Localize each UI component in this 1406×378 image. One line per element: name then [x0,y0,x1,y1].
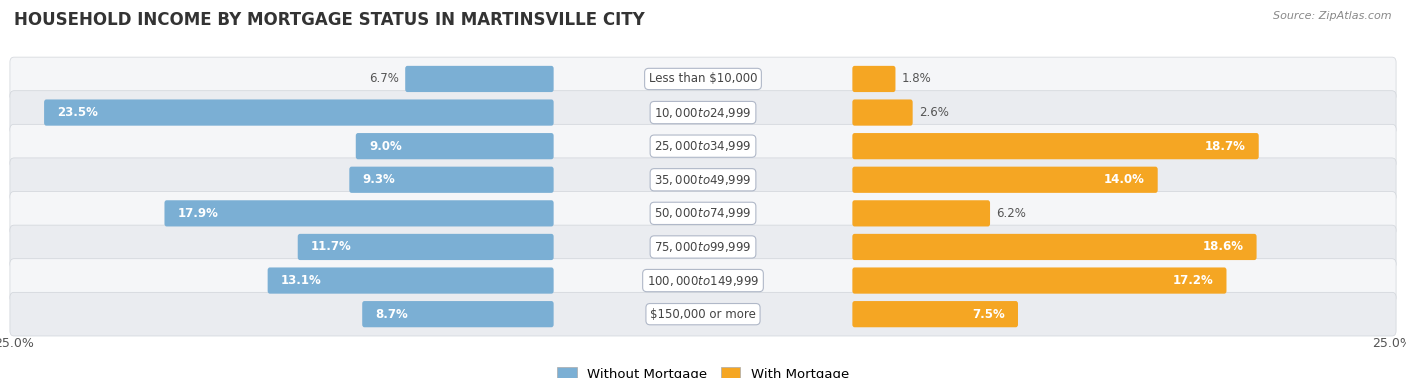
Text: 9.0%: 9.0% [368,139,402,153]
FancyBboxPatch shape [852,99,912,125]
Text: $150,000 or more: $150,000 or more [650,308,756,321]
FancyBboxPatch shape [10,225,1396,269]
FancyBboxPatch shape [852,133,1258,159]
FancyBboxPatch shape [852,66,896,92]
FancyBboxPatch shape [10,292,1396,336]
FancyBboxPatch shape [10,158,1396,201]
FancyBboxPatch shape [10,192,1396,235]
FancyBboxPatch shape [852,301,1018,327]
Text: 2.6%: 2.6% [918,106,949,119]
Text: 11.7%: 11.7% [311,240,352,254]
FancyBboxPatch shape [10,91,1396,135]
Text: 17.2%: 17.2% [1173,274,1213,287]
FancyBboxPatch shape [852,200,990,226]
Text: 17.9%: 17.9% [177,207,218,220]
Text: $75,000 to $99,999: $75,000 to $99,999 [654,240,752,254]
FancyBboxPatch shape [852,268,1226,294]
Text: 1.8%: 1.8% [901,73,931,85]
Text: 18.6%: 18.6% [1202,240,1243,254]
FancyBboxPatch shape [363,301,554,327]
Text: $100,000 to $149,999: $100,000 to $149,999 [647,274,759,288]
Text: Less than $10,000: Less than $10,000 [648,73,758,85]
FancyBboxPatch shape [405,66,554,92]
FancyBboxPatch shape [165,200,554,226]
Text: 14.0%: 14.0% [1104,173,1144,186]
FancyBboxPatch shape [852,234,1257,260]
Text: 8.7%: 8.7% [375,308,408,321]
Text: 6.2%: 6.2% [995,207,1026,220]
FancyBboxPatch shape [852,167,1157,193]
Text: 9.3%: 9.3% [363,173,395,186]
Text: 6.7%: 6.7% [370,73,399,85]
FancyBboxPatch shape [10,57,1396,101]
Text: $35,000 to $49,999: $35,000 to $49,999 [654,173,752,187]
Text: $50,000 to $74,999: $50,000 to $74,999 [654,206,752,220]
Text: $25,000 to $34,999: $25,000 to $34,999 [654,139,752,153]
FancyBboxPatch shape [349,167,554,193]
Text: Source: ZipAtlas.com: Source: ZipAtlas.com [1274,11,1392,21]
Text: 7.5%: 7.5% [972,308,1005,321]
FancyBboxPatch shape [267,268,554,294]
Text: 23.5%: 23.5% [58,106,98,119]
FancyBboxPatch shape [44,99,554,125]
FancyBboxPatch shape [10,259,1396,302]
Text: 13.1%: 13.1% [281,274,322,287]
FancyBboxPatch shape [10,124,1396,168]
Text: $10,000 to $24,999: $10,000 to $24,999 [654,105,752,119]
Text: 18.7%: 18.7% [1205,139,1246,153]
FancyBboxPatch shape [298,234,554,260]
FancyBboxPatch shape [356,133,554,159]
Text: HOUSEHOLD INCOME BY MORTGAGE STATUS IN MARTINSVILLE CITY: HOUSEHOLD INCOME BY MORTGAGE STATUS IN M… [14,11,645,29]
Legend: Without Mortgage, With Mortgage: Without Mortgage, With Mortgage [551,362,855,378]
